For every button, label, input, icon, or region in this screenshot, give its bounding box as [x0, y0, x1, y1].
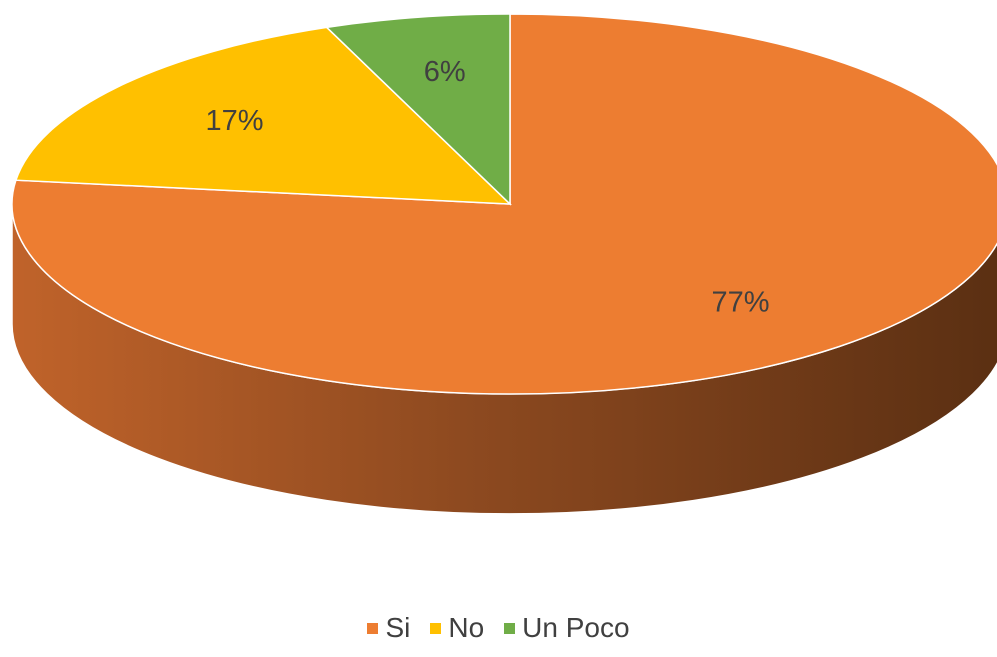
data-label-no: 17% — [206, 105, 264, 137]
legend-item-un-poco: Un Poco — [504, 612, 630, 644]
pie-slice-un-poco — [325, 13, 511, 206]
pie-data-labels: 77% 17% 6% — [206, 56, 770, 318]
pie-chart: 77% 17% 6% — [11, 13, 997, 515]
pie-slice-no — [14, 26, 512, 205]
data-label-un-poco: 6% — [424, 56, 466, 88]
data-label-si: 77% — [712, 286, 770, 318]
legend-swatch-un-poco — [504, 622, 516, 634]
legend-label-no: No — [448, 612, 485, 643]
legend-swatch-no — [430, 622, 442, 634]
legend-label-si: Si — [385, 612, 411, 643]
legend-item-no: No — [430, 612, 484, 644]
legend-label-un-poco: Un Poco — [522, 612, 630, 643]
legend-swatch-si — [367, 622, 379, 634]
pie-slices — [11, 13, 997, 395]
chart-legend: Si No Un Poco — [0, 612, 997, 644]
legend-item-si: Si — [367, 612, 410, 644]
